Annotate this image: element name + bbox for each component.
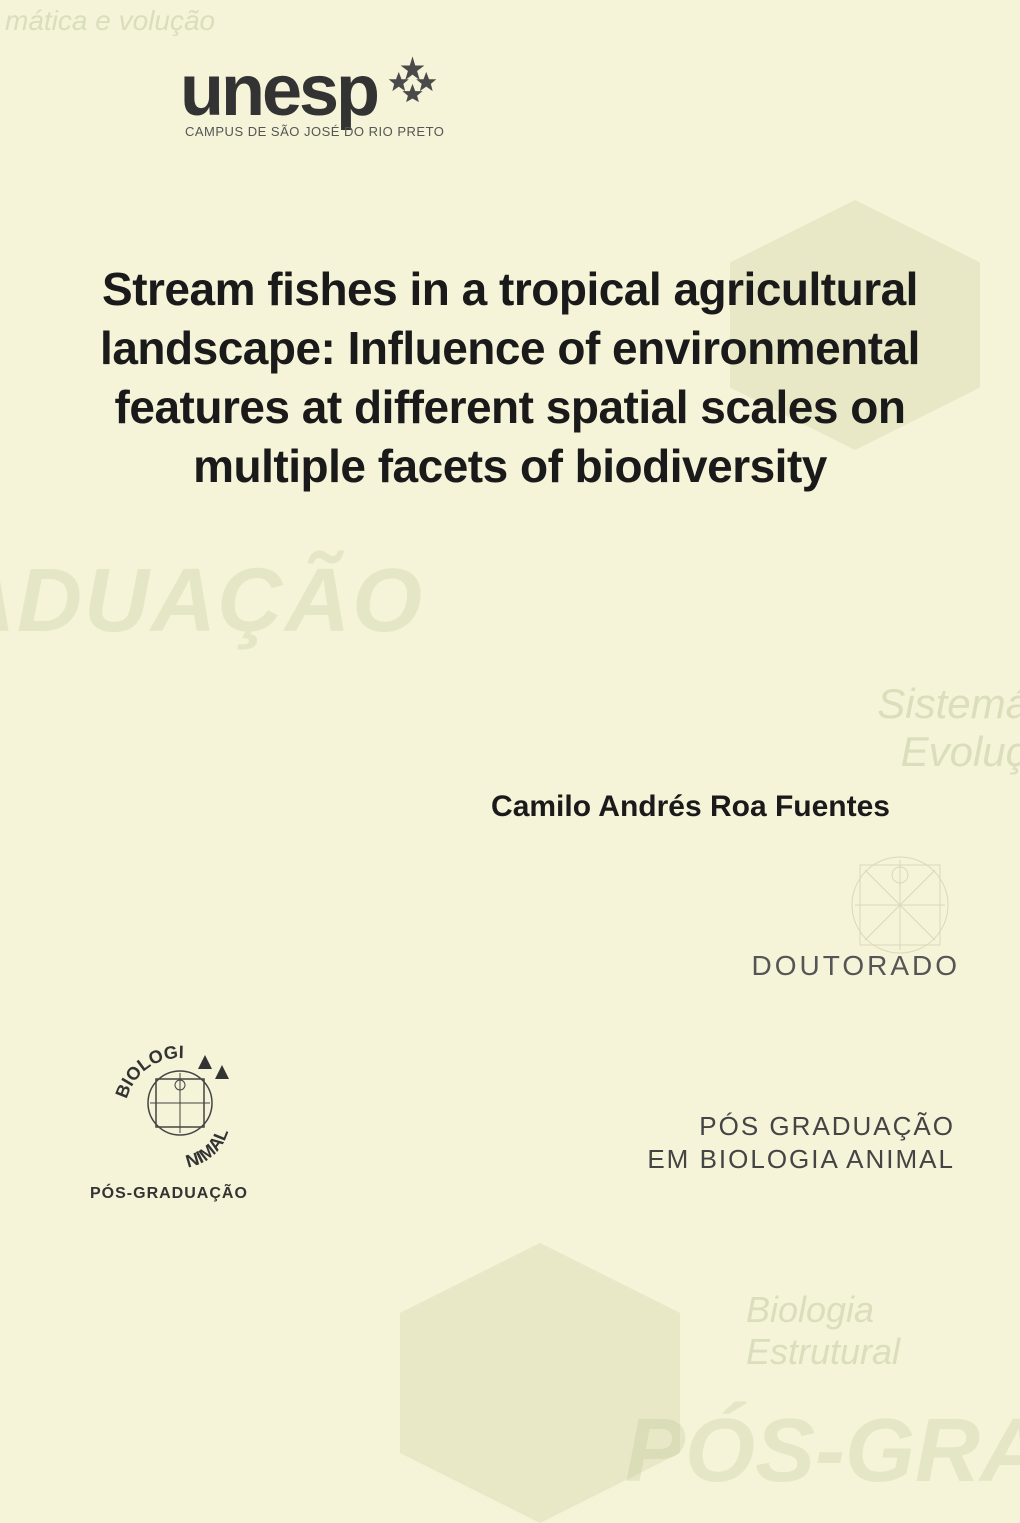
- watermark-bottom-right: Biologia Estrutural: [746, 1289, 900, 1373]
- logo-star-icon: [385, 49, 440, 104]
- watermark-text: Evoluçã: [877, 728, 1020, 776]
- program-line-2: EM BIOLOGIA ANIMAL: [647, 1143, 955, 1176]
- program-logo: BIOLOGI NIMAL PÓS-GRADUAÇÃO: [80, 1033, 280, 1203]
- program-name: PÓS GRADUAÇÃO EM BIOLOGIA ANIMAL: [647, 1110, 955, 1175]
- program-logo-text: PÓS-GRADUAÇÃO: [90, 1185, 248, 1203]
- thesis-title: Stream fishes in a tropical agricultural…: [50, 260, 970, 496]
- vitruvian-sketch-icon: [830, 850, 970, 960]
- logo-brand-text: unesp: [180, 50, 377, 132]
- watermark-text: Biologia: [746, 1289, 900, 1331]
- author-name: Camilo Andrés Roa Fuentes: [491, 790, 890, 824]
- watermark-text: mática e volução: [5, 5, 215, 36]
- watermark-text: Estrutural: [746, 1331, 900, 1373]
- watermark-middle-right: Sistemáti Evoluçã: [877, 680, 1020, 776]
- watermark-text: Sistemáti: [877, 680, 1020, 728]
- degree-level: DOUTORADO: [752, 950, 961, 982]
- program-logo-circle: BIOLOGI NIMAL: [100, 1033, 260, 1193]
- logo-campus-subtitle: CAMPUS DE SÃO JOSÉ DO RIO PRETO: [185, 124, 444, 139]
- watermark-top-left: mática e volução: [5, 5, 215, 37]
- university-logo: unesp CAMPUS DE SÃO JOSÉ DO RIO PRETO: [180, 50, 444, 139]
- watermark-middle-left: ADUAÇÃO: [0, 550, 424, 653]
- watermark-bottom-far: PÓS-GRAI: [625, 1400, 1020, 1503]
- program-line-1: PÓS GRADUAÇÃO: [647, 1110, 955, 1143]
- logo-text-container: unesp: [180, 50, 444, 132]
